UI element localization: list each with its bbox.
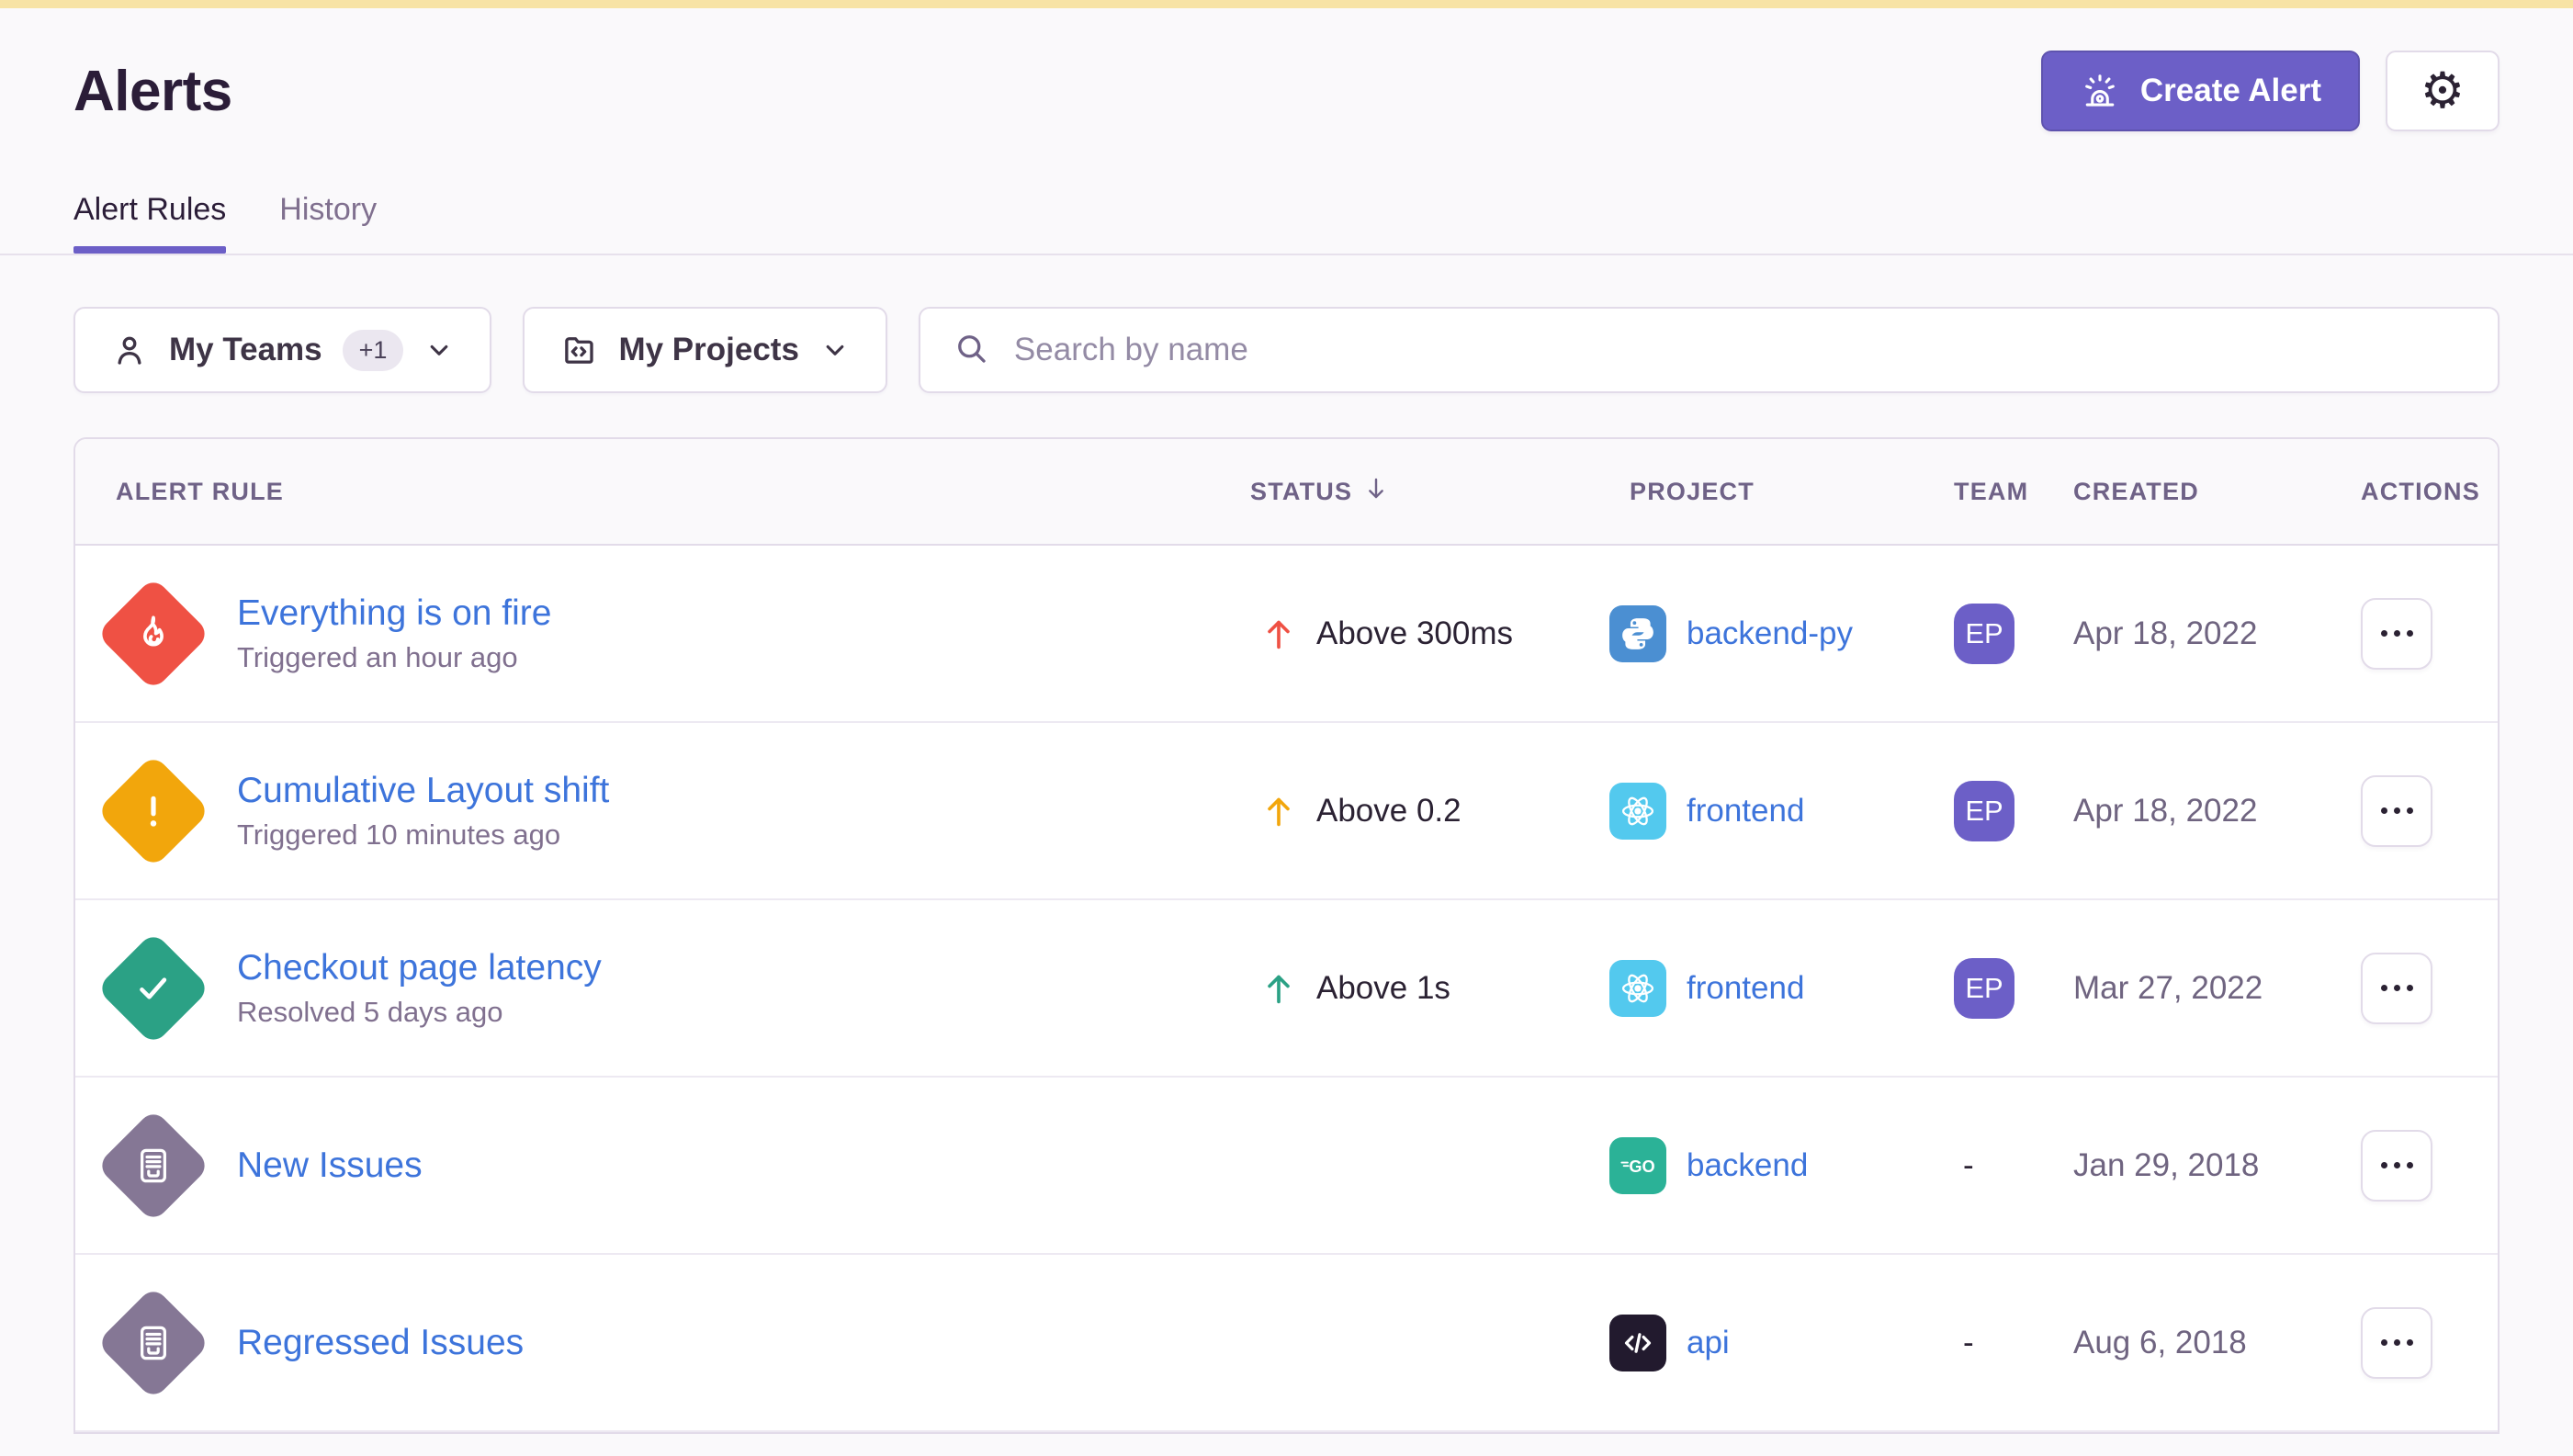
table-header-row: Alert Rule Status Project Team Created A…: [75, 439, 2498, 546]
settings-button[interactable]: ⚙: [2386, 51, 2500, 131]
created-date: Apr 18, 2022: [2073, 615, 2258, 651]
org-notice-banner: [0, 0, 2573, 8]
column-header-alert-rule: Alert Rule: [116, 477, 284, 505]
trend-up-arrow-icon: [1258, 967, 1300, 1010]
alert-rule-link[interactable]: Checkout page latency: [237, 947, 602, 988]
row-actions-button[interactable]: [2361, 1306, 2432, 1379]
column-header-created: Created: [2073, 477, 2199, 505]
row-actions-button[interactable]: [2361, 1129, 2432, 1202]
teams-filter-extra-count: +1: [342, 329, 404, 371]
alert-rules-table: Alert Rule Status Project Team Created A…: [73, 437, 2500, 1434]
alert-rule-detail: Triggered an hour ago: [237, 640, 518, 673]
column-header-team: Team: [1954, 477, 2029, 505]
react-platform-icon: [1609, 959, 1666, 1017]
go-platform-icon: GO: [1609, 1136, 1666, 1194]
teams-filter-dropdown[interactable]: My Teams +1: [73, 307, 492, 393]
search-icon: [952, 329, 990, 372]
page-header: Alerts Create Alert ⚙: [73, 49, 2500, 133]
project-link[interactable]: api: [1687, 1324, 1730, 1360]
sort-descending-icon: [1361, 474, 1391, 510]
react-platform-icon: [1609, 782, 1666, 840]
create-alert-label: Create Alert: [2139, 73, 2321, 108]
alert-rule-link[interactable]: New Issues: [237, 1145, 423, 1185]
alert-rule-link[interactable]: Cumulative Layout shift: [237, 770, 610, 810]
row-actions-button[interactable]: [2361, 774, 2432, 847]
created-date: Aug 6, 2018: [2073, 1324, 2247, 1360]
tab-divider: [0, 254, 2573, 255]
code-platform-icon: [1609, 1314, 1666, 1371]
python-platform-icon: [1609, 604, 1666, 662]
project-link[interactable]: backend-py: [1687, 615, 1853, 651]
chevron-down-icon: [423, 334, 455, 366]
svg-text:GO: GO: [1629, 1157, 1654, 1175]
row-actions-button[interactable]: [2361, 952, 2432, 1024]
gear-icon: ⚙: [2420, 62, 2466, 119]
table-row: Regressed Issues api - Aug 6, 2018: [75, 1255, 2498, 1432]
created-date: Mar 27, 2022: [2073, 969, 2263, 1006]
search-input[interactable]: [1011, 331, 2466, 369]
table-row: New Issues GO backend - Jan 29, 2018: [75, 1078, 2498, 1255]
page-title: Alerts: [73, 59, 232, 123]
tab-alert-rules[interactable]: Alert Rules: [73, 192, 227, 254]
column-header-actions: Actions: [2361, 477, 2480, 505]
trend-up-arrow-icon: [1258, 790, 1300, 832]
table-row: Everything is on fire Triggered an hour …: [75, 546, 2498, 723]
alert-rule-link[interactable]: Regressed Issues: [237, 1322, 525, 1362]
project-link[interactable]: frontend: [1687, 792, 1805, 829]
alert-rule-link[interactable]: Everything is on fire: [237, 593, 552, 633]
status-threshold: Above 0.2: [1316, 792, 1461, 829]
alert-rule-detail: Resolved 5 days ago: [237, 995, 503, 1028]
tab-bar: Alert Rules History: [73, 192, 2500, 254]
search-box: [918, 307, 2500, 393]
exclamation-diamond-icon: [94, 751, 213, 871]
column-header-status[interactable]: Status: [1250, 474, 1598, 510]
issues-diamond-icon: [94, 1283, 213, 1403]
alert-rule-detail: Triggered 10 minutes ago: [237, 818, 561, 851]
filter-bar: My Teams +1 My Projects: [73, 307, 2500, 393]
projects-icon: [559, 331, 598, 369]
project-link[interactable]: frontend: [1687, 969, 1805, 1006]
team-badge: EP: [1954, 780, 2014, 841]
team-badge: EP: [1954, 603, 2014, 664]
column-header-project: Project: [1630, 477, 1755, 505]
person-icon: [110, 331, 149, 369]
check-diamond-icon: [94, 929, 213, 1048]
status-threshold: Above 1s: [1316, 969, 1450, 1006]
row-actions-button[interactable]: [2361, 597, 2432, 670]
created-date: Apr 18, 2022: [2073, 792, 2258, 829]
create-alert-button[interactable]: Create Alert: [2040, 51, 2360, 131]
team-badge: EP: [1954, 957, 2014, 1019]
created-date: Jan 29, 2018: [2073, 1146, 2260, 1183]
project-link[interactable]: backend: [1687, 1146, 1809, 1183]
teams-filter-label: My Teams: [169, 332, 322, 367]
tab-history[interactable]: History: [279, 192, 378, 227]
team-none: -: [1963, 1324, 1974, 1360]
table-row: Checkout page latency Resolved 5 days ag…: [75, 900, 2498, 1078]
siren-icon: [2080, 71, 2120, 111]
fire-diamond-icon: [94, 574, 213, 694]
chevron-down-icon: [819, 334, 851, 366]
table-row: Cumulative Layout shift Triggered 10 min…: [75, 723, 2498, 900]
status-threshold: Above 300ms: [1316, 615, 1514, 651]
projects-filter-label: My Projects: [618, 332, 799, 367]
trend-up-arrow-icon: [1258, 613, 1300, 655]
projects-filter-dropdown[interactable]: My Projects: [523, 307, 887, 393]
team-none: -: [1963, 1146, 1974, 1183]
issues-diamond-icon: [94, 1106, 213, 1225]
